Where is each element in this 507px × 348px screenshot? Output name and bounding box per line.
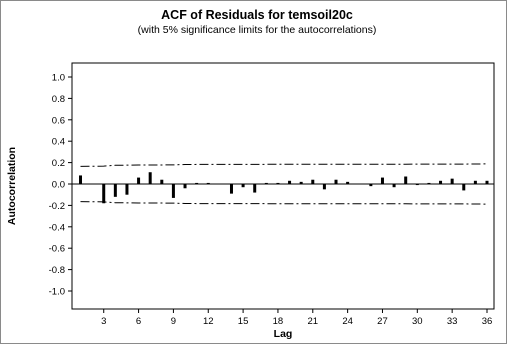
acf-bar [241, 184, 245, 188]
acf-bar [125, 184, 129, 195]
y-tick-label: 0.4 [52, 137, 65, 148]
acf-bar [322, 184, 326, 190]
acf-bar [171, 184, 175, 198]
chart-title: ACF of Residuals for temsoil20c [161, 8, 353, 22]
acf-bar [369, 184, 373, 187]
x-tick-label: 6 [136, 316, 141, 327]
y-tick-label: -0.2 [49, 201, 65, 212]
acf-bar [485, 180, 489, 184]
x-tick-label: 24 [342, 316, 353, 327]
acf-bar [404, 176, 408, 184]
acf-bar [427, 182, 431, 184]
y-tick-label: 0.2 [52, 158, 65, 169]
x-tick-label: 21 [307, 316, 318, 327]
acf-bar [392, 184, 396, 188]
acf-bars [72, 172, 494, 204]
chart-subtitle: (with 5% significance limits for the aut… [138, 24, 377, 36]
y-tick-label: -0.6 [49, 244, 65, 255]
upper-significance-limit [80, 163, 488, 167]
y-tick-label: -1.0 [49, 287, 65, 298]
acf-bar [415, 184, 419, 186]
acf-bar [346, 181, 350, 184]
acf-bar [253, 184, 257, 193]
y-tick-label: 0.6 [52, 115, 65, 126]
x-tick-label: 36 [482, 316, 493, 327]
x-axis-label: Lag [274, 328, 293, 340]
acf-bar [299, 181, 303, 184]
plot-area [71, 62, 495, 310]
x-tick-label: 15 [238, 316, 249, 327]
lower-significance-limit [80, 201, 488, 205]
x-tick-label: 12 [203, 316, 214, 327]
acf-bar [229, 184, 233, 194]
acf-bar [311, 179, 315, 184]
acf-bar [264, 182, 268, 184]
acf-bar [380, 177, 384, 184]
acf-bar [206, 182, 210, 184]
x-tick-label: 33 [447, 316, 458, 327]
x-tick-label: 9 [171, 316, 176, 327]
acf-bar [113, 184, 117, 197]
acf-bar [439, 180, 443, 184]
acf-bar [148, 172, 152, 184]
x-tick-label: 30 [412, 316, 423, 327]
acf-bar [102, 184, 106, 204]
acf-bar [137, 177, 141, 184]
acf-bar [288, 180, 292, 184]
y-tick-label: -0.8 [49, 265, 65, 276]
y-axis: 1.0 0.8 0.6 0.4 0.2 0.0 -0.2 -0.4 -0.6 -0.8 -1.0 [49, 73, 72, 298]
acf-bar [160, 179, 164, 184]
acf-bar [462, 184, 466, 191]
x-tick-label: 27 [377, 316, 388, 327]
y-tick-label: 1.0 [52, 73, 65, 84]
acf-bar [195, 182, 199, 184]
acf-bar [183, 184, 187, 189]
x-tick-label: 3 [101, 316, 106, 327]
acf-bar [79, 175, 82, 184]
y-tick-label: -0.4 [49, 222, 65, 233]
acf-bar [450, 178, 454, 184]
y-tick-label: 0.8 [52, 94, 65, 105]
x-tick-label: 18 [273, 316, 284, 327]
y-axis-label: Autocorrelation [6, 147, 18, 225]
x-axis: 3 6 9 12 15 18 21 24 27 30 33 36 [101, 309, 492, 327]
acf-bar [473, 180, 477, 184]
acf-bar [334, 179, 338, 184]
y-tick-label: 0.0 [52, 180, 65, 191]
acf-chart: ACF of Residuals for temsoil20c (with 5%… [6, 8, 495, 340]
acf-bar [276, 182, 280, 184]
